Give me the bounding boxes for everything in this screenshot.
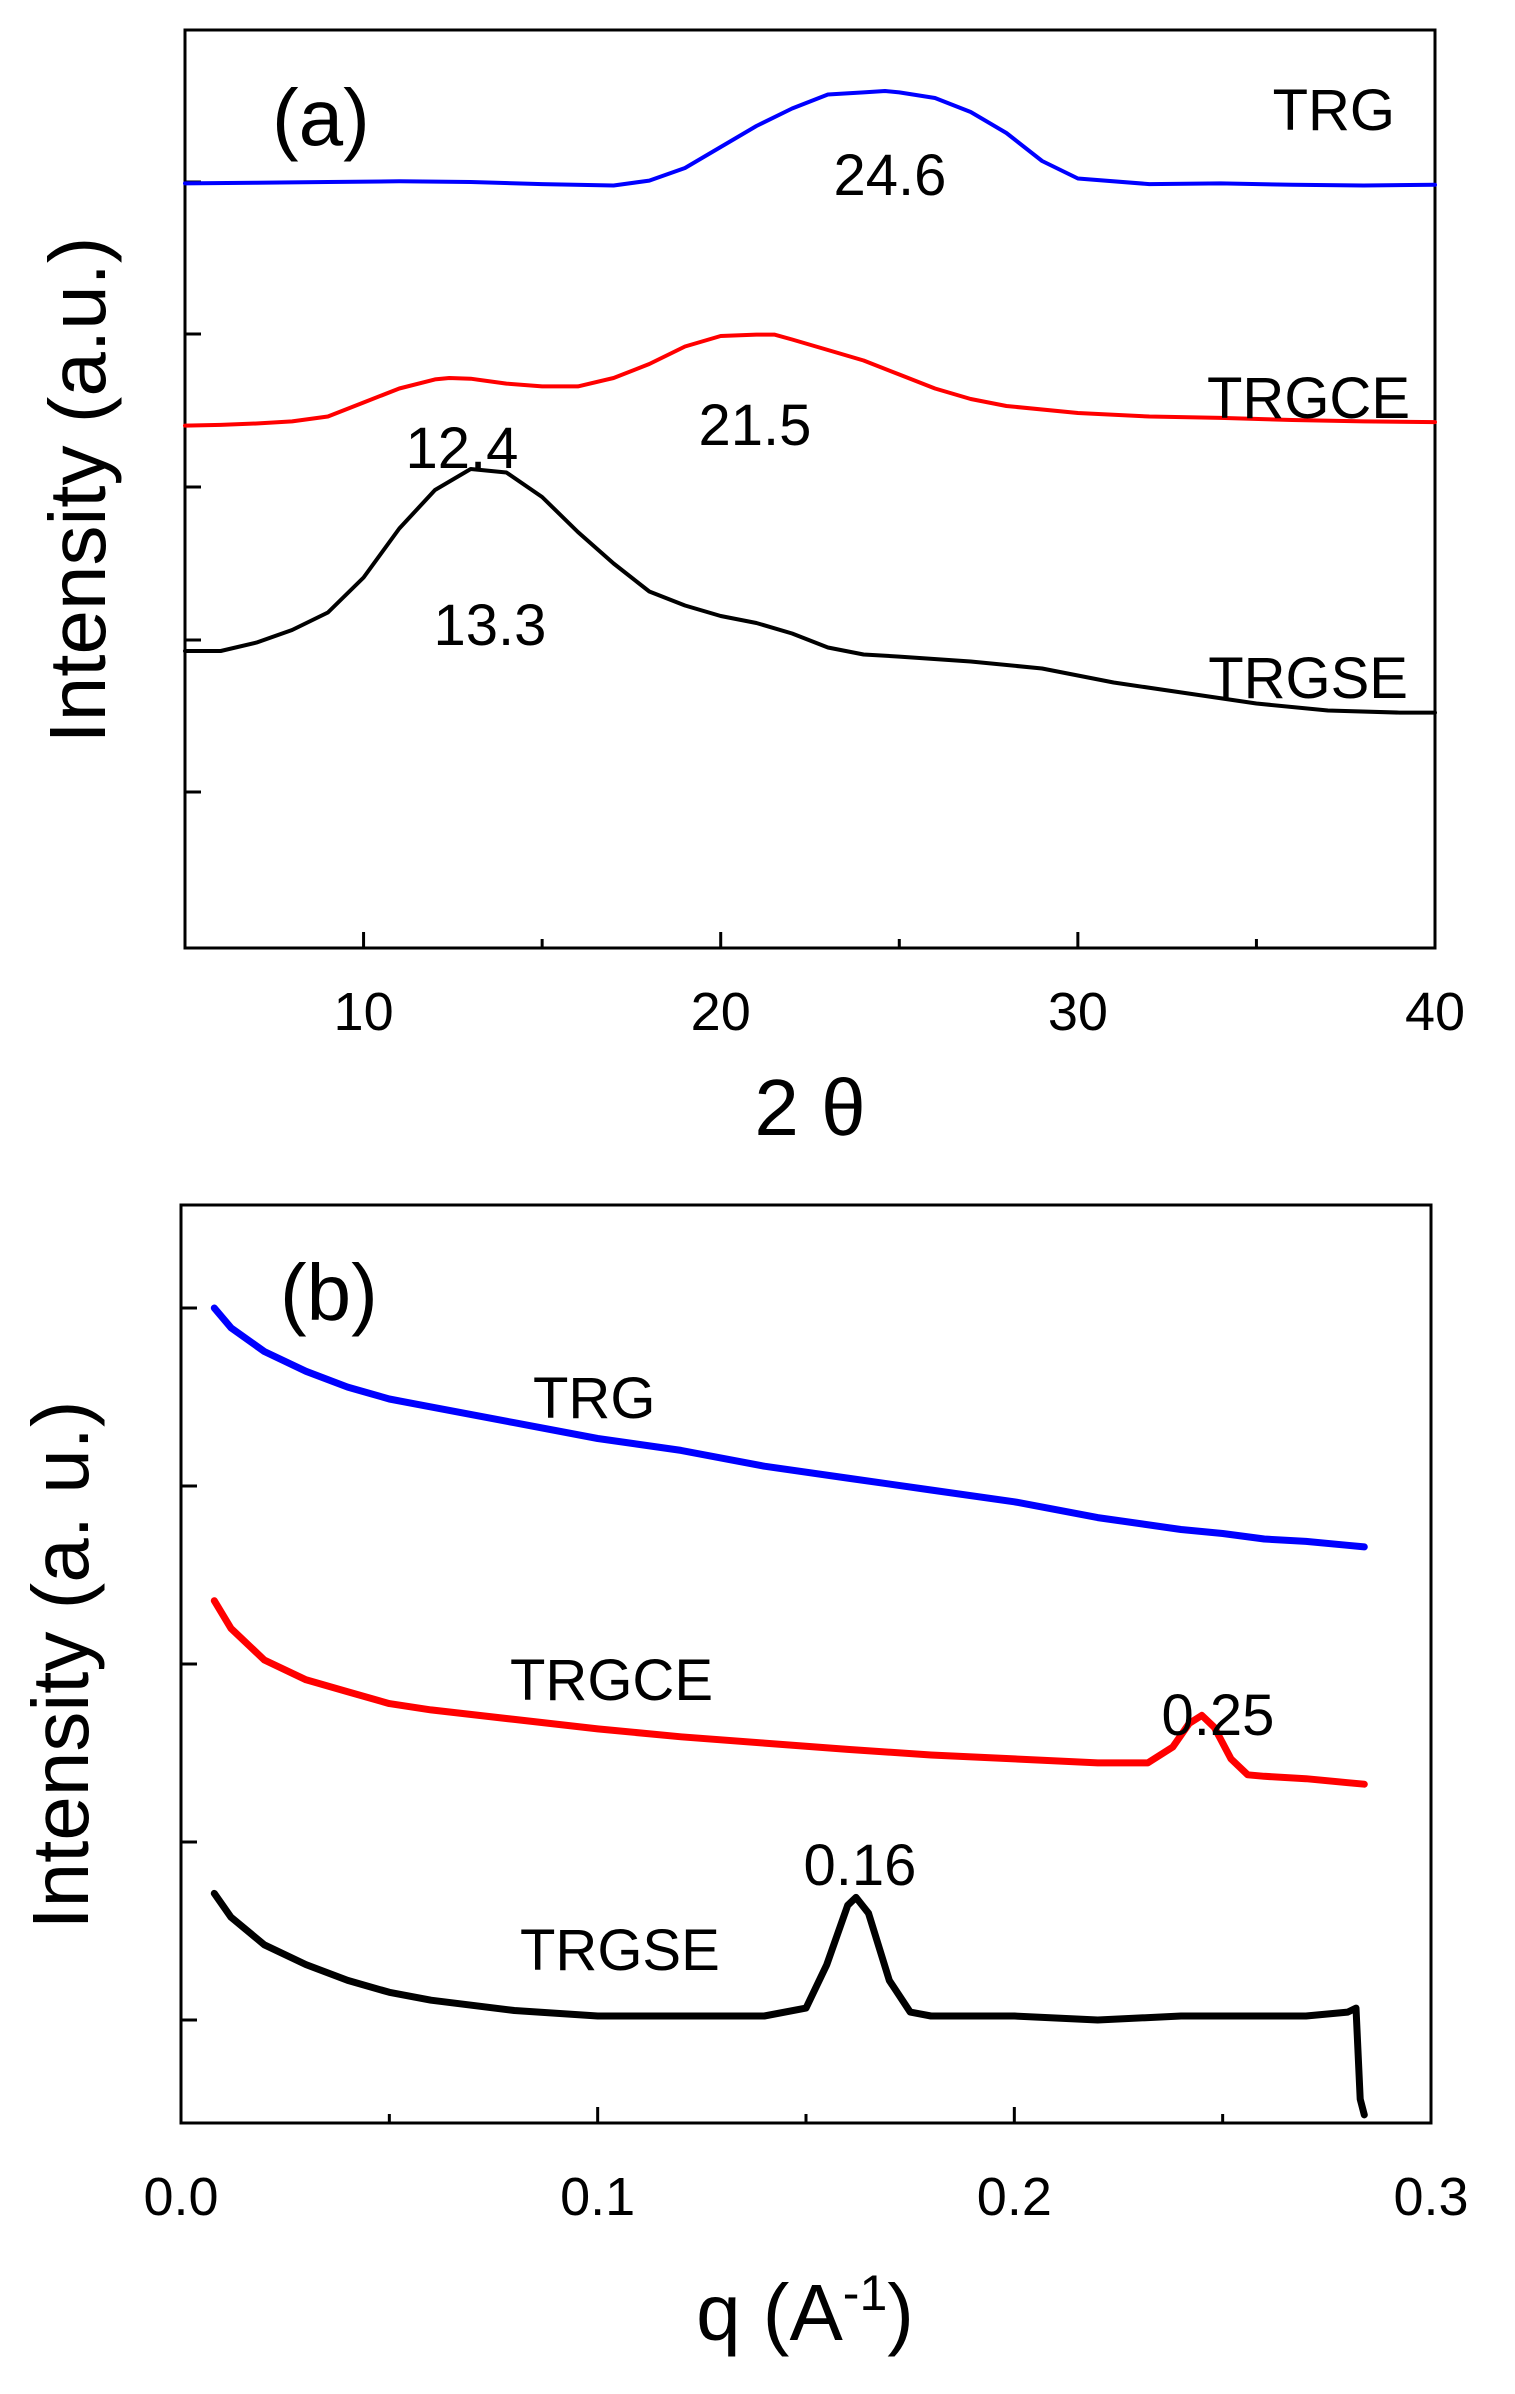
series-line-trg xyxy=(210,1304,1368,1551)
series-line-trgse xyxy=(210,1889,1368,2119)
panel-a-label: (a) xyxy=(272,73,370,162)
series-line-trg xyxy=(183,89,1437,188)
peak-label: 24.6 xyxy=(834,143,947,208)
x-tick-label: 30 xyxy=(1048,982,1108,1042)
panel-a: 10 20 30 40 TRG TRGCE TRGSE 24.6 12.4 21.5 13.3 (… xyxy=(33,28,1465,1152)
panel-a-ticks: 10 20 30 40 xyxy=(185,28,1465,1042)
x-tick-label: 10 xyxy=(334,982,394,1042)
series-line-trgce xyxy=(183,332,1437,428)
peak-label: 0.25 xyxy=(1162,1683,1275,1748)
panel-b-ylabel: Intensity (a. u.) xyxy=(16,1400,105,1929)
panel-b-label: (b) xyxy=(280,1248,378,1337)
panel-a-ylabel: Intensity (a.u.) xyxy=(33,237,122,744)
series-label-trgce: TRGCE xyxy=(510,1648,713,1713)
panel-b-xlabel-superscript: -1 xyxy=(843,2265,887,2321)
series-line-trgce xyxy=(210,1597,1368,1788)
x-tick-label: 0.1 xyxy=(560,2167,635,2227)
panel-b-ticks: 0.0 0.1 0.2 0.3 xyxy=(143,1306,1469,2227)
panel-b-plot-area: TRG TRGCE TRGSE 0.25 0.16 xyxy=(210,1304,1368,2119)
x-tick-label: 20 xyxy=(691,982,751,1042)
series-label-trgce: TRGCE xyxy=(1207,366,1410,431)
x-tick-label: 0.2 xyxy=(977,2167,1052,2227)
peak-label: 21.5 xyxy=(699,393,812,458)
panel-b-xlabel: q (A-1) xyxy=(696,2265,914,2357)
panel-a-xlabel: 2 θ xyxy=(754,1063,865,1152)
series-label-trgse: TRGSE xyxy=(1208,646,1408,711)
x-tick-label: 40 xyxy=(1405,982,1465,1042)
panel-b: 0.0 0.1 0.2 0.3 TRG TRGCE TRGSE 0.25 0.16 (b) q… xyxy=(16,1203,1469,2357)
peak-label: 12.4 xyxy=(406,416,519,481)
x-tick-label: 0.3 xyxy=(1393,2167,1468,2227)
panel-a-frame xyxy=(183,28,1437,950)
series-label-trg: TRG xyxy=(1273,78,1395,143)
panel-b-xlabel-suffix: ) xyxy=(887,2268,914,2357)
series-label-trg: TRG xyxy=(533,1366,655,1431)
series-label-trgse: TRGSE xyxy=(520,1918,720,1983)
panel-a-plot-area: TRG TRGCE TRGSE 24.6 12.4 21.5 13.3 xyxy=(183,78,1437,715)
x-tick-label: 0.0 xyxy=(143,2167,218,2227)
series-line-trgse xyxy=(183,467,1437,715)
peak-label: 0.16 xyxy=(804,1833,917,1898)
panel-b-xlabel-main: q (A xyxy=(696,2268,843,2357)
peak-label: 13.3 xyxy=(434,593,547,658)
